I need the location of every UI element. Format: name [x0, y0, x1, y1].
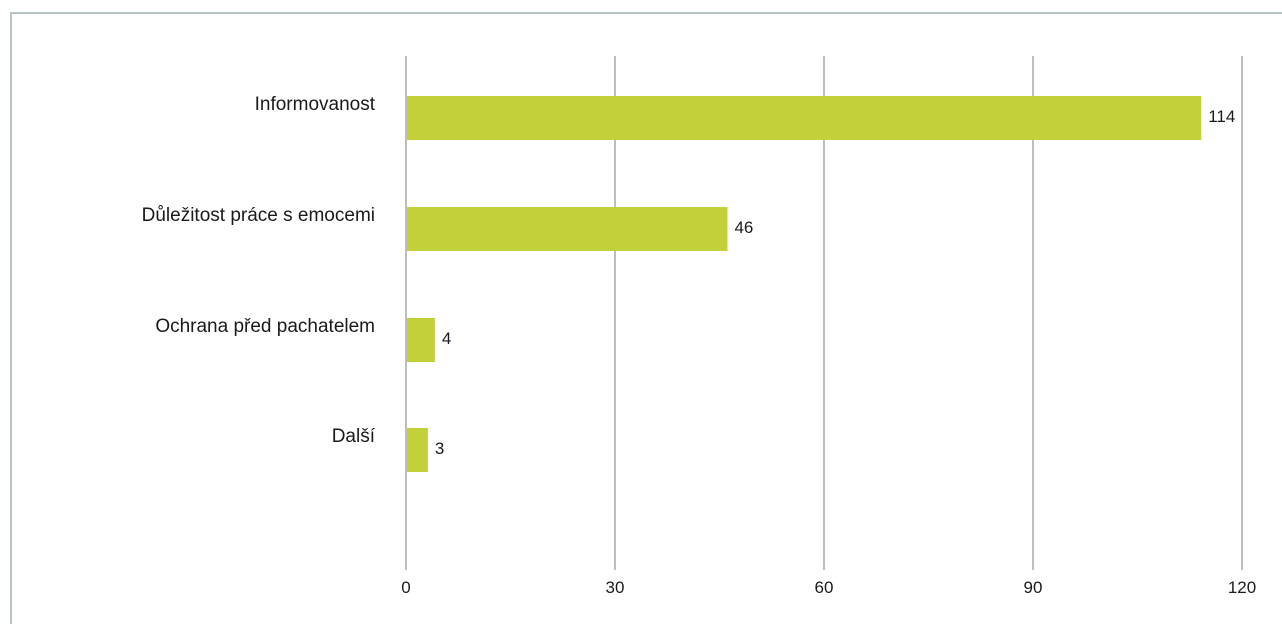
category-label: Informovanost	[255, 94, 376, 115]
data-label: 3	[435, 439, 444, 458]
bar	[407, 318, 435, 362]
x-tick-label: 120	[1228, 578, 1256, 597]
labels: 0 30 60 90 120 Informovanost 114 Důležitost prá…	[142, 94, 1257, 597]
data-label: 46	[734, 218, 753, 237]
data-label: 4	[442, 329, 451, 348]
x-tick-label: 0	[401, 578, 410, 597]
bar	[407, 428, 428, 472]
x-tick-label: 60	[815, 578, 834, 597]
bar	[407, 207, 728, 251]
grid-lines	[405, 56, 1243, 570]
x-tick-label: 30	[606, 578, 625, 597]
category-label: Další	[332, 426, 376, 447]
category-label: Důležitost práce s emocemi	[142, 205, 375, 226]
bar	[407, 96, 1202, 140]
category-label: Ochrana před pachatelem	[155, 316, 375, 337]
data-label: 114	[1208, 107, 1235, 126]
bars	[407, 96, 1202, 472]
x-tick-label: 90	[1024, 578, 1043, 597]
